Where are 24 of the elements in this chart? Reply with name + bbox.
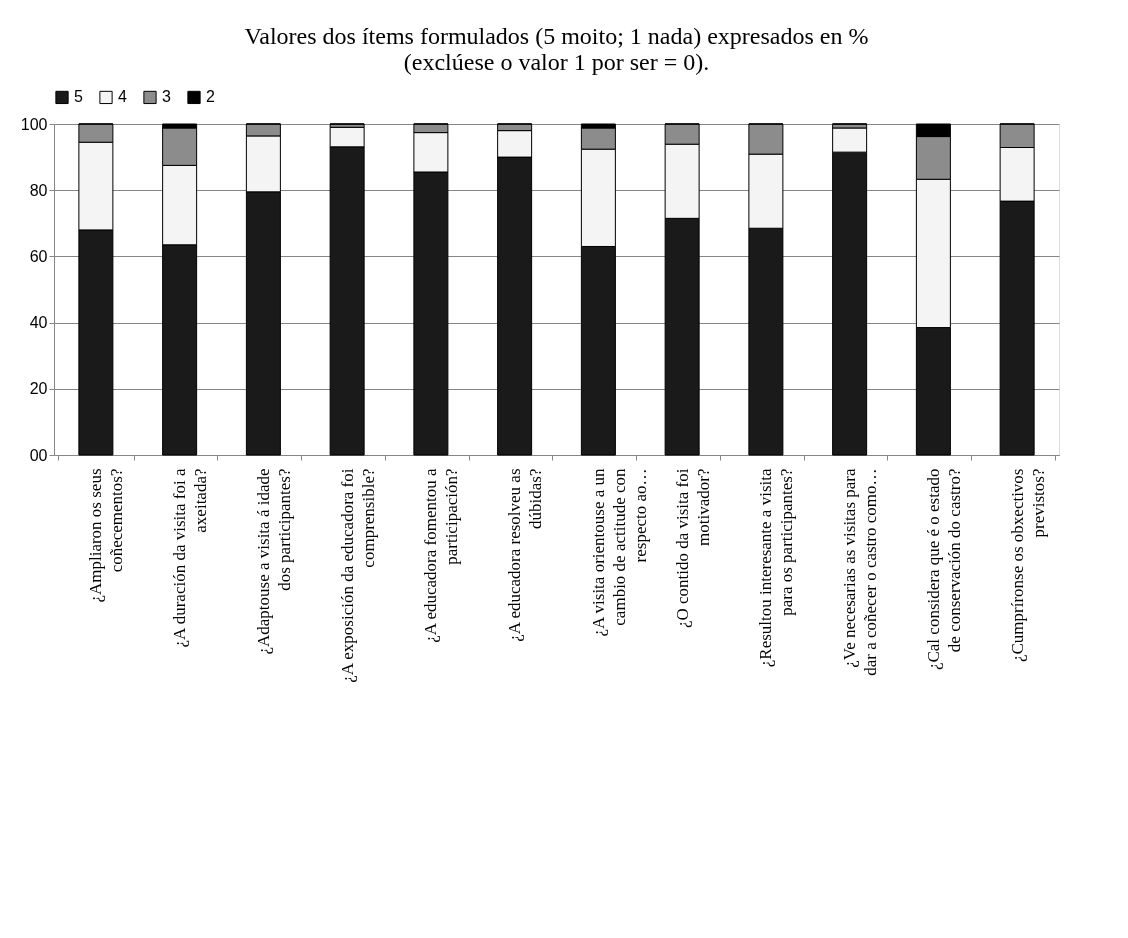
- legend-label: 4: [118, 88, 127, 106]
- x-tick-label: ¿A duración da visita foi a axeitada?: [170, 468, 211, 648]
- legend-label: 3: [162, 88, 171, 106]
- x-tick-label: ¿Ve necesarias as visitas para dar a coñecer o castro como…: [840, 468, 881, 676]
- y-tick-label: 20: [29, 380, 48, 398]
- x-tick-label: ¿A exposición da educadora foi comprensible?: [337, 468, 378, 683]
- legend-label: 5: [74, 88, 83, 106]
- x-tick-label: ¿Resultou interesante a visita para os participantes?: [756, 468, 797, 668]
- legend-label: 2: [206, 88, 215, 106]
- x-tick-label: ¿Cumpríronse os obxectivos previstos?: [1007, 468, 1048, 663]
- x-tick-label: ¿A educadora fomentou a participación?: [421, 468, 462, 643]
- text: (exclúese o valor 1 por ser = 0).: [403, 49, 710, 75]
- y-tick-label: 60: [29, 247, 48, 265]
- x-tick-label: ¿A visita orientouse a un cambio de actitude con respecto ao…: [588, 468, 650, 637]
- y-tick-label: 100: [20, 115, 48, 133]
- x-tick-label: ¿Ampliaron os seus coñecementos?: [86, 468, 127, 603]
- y-tick-label: 00: [29, 446, 48, 464]
- x-tick-label: ¿O contido da visita foi motivador?: [672, 468, 713, 629]
- x-tick-label: ¿Cal considera que é o estado de conservación do castro?: [923, 468, 964, 671]
- text: Valores dos ítems formulados (5 moito; 1 nada) expresados en %: [244, 23, 869, 49]
- x-tick-label: ¿A educadora resolveu as dúbidas?: [505, 468, 546, 642]
- y-tick-label: 40: [29, 314, 48, 332]
- x-tick-label: ¿Adaptouse a visita á idade dos participantes?: [253, 468, 294, 655]
- y-tick-label: 80: [29, 181, 48, 199]
